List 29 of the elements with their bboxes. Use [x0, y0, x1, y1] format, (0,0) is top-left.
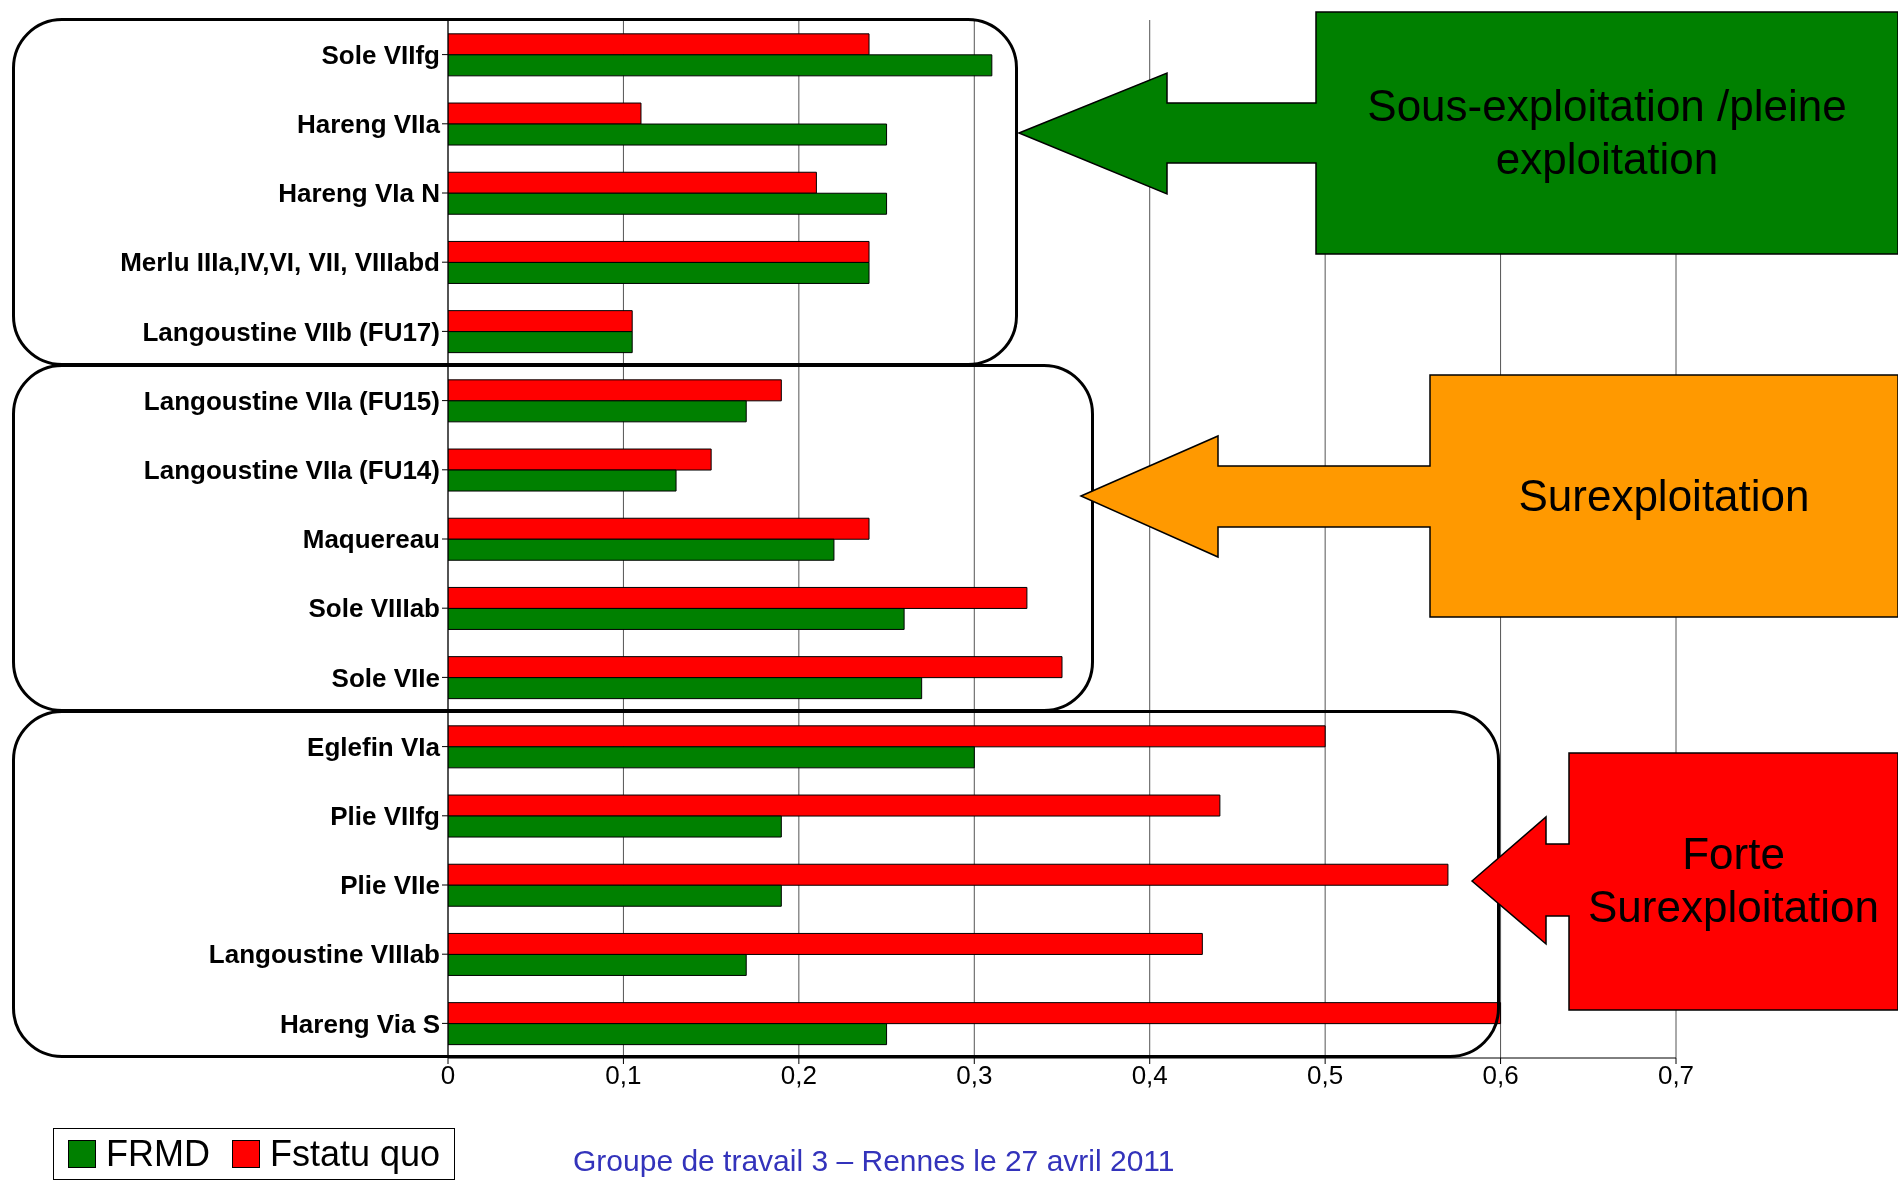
y-tick-label: Plie VIIfg: [330, 801, 440, 832]
annotation: Surexploitation: [1518, 469, 1810, 522]
y-tick-label: Plie VIIe: [340, 870, 440, 901]
y-tick-label: Langoustine VIIb (FU17): [142, 316, 440, 347]
y-tick-label: Maquereau: [302, 524, 440, 555]
legend-label: FRMD: [106, 1133, 210, 1175]
x-tick-label: 0: [440, 1060, 456, 1091]
y-tick-label: Hareng Via S: [280, 1008, 440, 1039]
annotation: Forte Surexploitation: [1587, 828, 1880, 933]
text: Groupe de travail 3 – Rennes le 27 avril 2011: [573, 1144, 1175, 1178]
y-tick-label: Langoustine VIIa (FU15): [143, 385, 440, 416]
y-tick-label: Sole VIIe: [331, 662, 440, 693]
x-tick-label: 0,3: [956, 1060, 993, 1091]
y-tick-label: Sole VIIIab: [308, 593, 440, 624]
x-tick-label: 0,6: [1482, 1060, 1519, 1091]
y-tick-label: Hareng VIIa: [296, 109, 441, 140]
y-tick-label: Merlu IIIa,IV,VI, VII, VIIIabd: [120, 247, 440, 278]
y-tick-label: Sole VIIfg: [321, 39, 440, 70]
y-tick-label: Langoustine VIIIab: [208, 939, 440, 970]
x-tick-label: 0,4: [1131, 1060, 1168, 1091]
y-tick-label: Hareng VIa N: [278, 178, 440, 209]
y-tick-label: Eglefin VIa: [307, 731, 441, 762]
x-tick-label: 0,5: [1307, 1060, 1344, 1091]
x-tick-label: 0,1: [605, 1060, 642, 1091]
x-tick-label: 0,2: [780, 1060, 817, 1091]
y-tick-label: Langoustine VIIa (FU14): [143, 455, 440, 486]
legend-label: Fstatu quo: [269, 1133, 441, 1175]
annotation: Sous-exploitation /pleine exploitation: [1366, 80, 1848, 185]
x-tick-label: 0,7: [1657, 1060, 1695, 1091]
